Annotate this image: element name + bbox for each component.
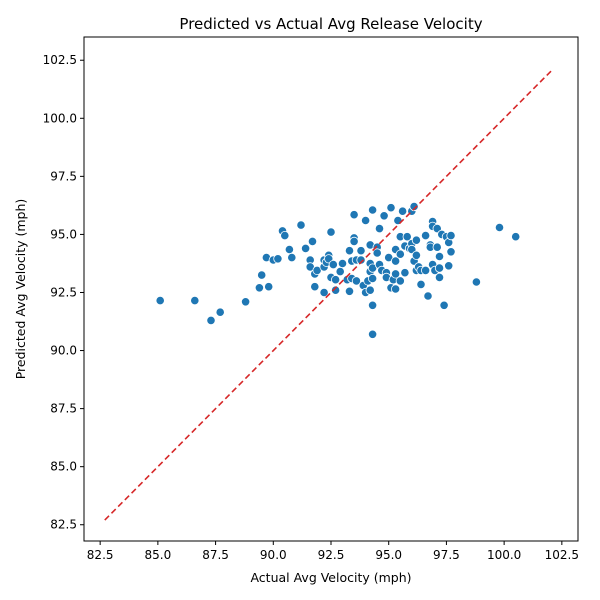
y-tick-label: 87.5 (50, 402, 77, 416)
x-tick-label: 102.5 (545, 548, 579, 562)
data-point (390, 256, 401, 266)
data-point (367, 329, 378, 339)
data-point (287, 253, 297, 263)
data-point (379, 211, 389, 221)
y-tick-label: 95.0 (50, 227, 77, 241)
data-point (284, 244, 294, 255)
y-tick-label: 97.5 (50, 169, 77, 183)
data-point (257, 270, 267, 280)
x-axis: 82.5 85.0 87.5 90.0 92.5 95.0 97.5 100.0 102.5 (87, 541, 579, 562)
data-point (395, 276, 405, 286)
data-point (374, 224, 385, 234)
data-point (264, 282, 274, 292)
x-tick-label: 100.0 (487, 548, 521, 562)
data-point (155, 295, 165, 306)
data-point (420, 265, 431, 275)
data-point (349, 236, 359, 246)
data-point (494, 222, 505, 233)
data-point (337, 258, 348, 269)
data-point (310, 282, 320, 292)
data-point (434, 272, 445, 282)
chart-title: Predicted vs Actual Avg Release Velocity (179, 15, 482, 33)
data-point (330, 285, 341, 295)
y-tick-label: 102.5 (43, 53, 77, 67)
data-point (335, 266, 345, 277)
data-point (326, 227, 336, 237)
data-point (367, 300, 378, 310)
x-tick-label: 97.5 (433, 548, 460, 562)
y-tick-label: 85.0 (50, 460, 77, 474)
data-point (393, 215, 403, 226)
data-point (307, 236, 318, 246)
data-point (344, 246, 355, 256)
data-point (432, 242, 442, 252)
data-point (471, 277, 481, 287)
data-point (367, 273, 378, 284)
data-point (434, 251, 445, 262)
data-point (206, 315, 216, 325)
data-point (367, 205, 378, 215)
data-point (215, 307, 225, 317)
y-axis-label: Predicted Avg Velocity (mph) (13, 199, 28, 380)
data-point (296, 220, 306, 230)
data-point (273, 254, 283, 264)
data-point (439, 300, 449, 310)
data-point (356, 255, 366, 265)
data-point (349, 210, 359, 220)
data-point (409, 201, 419, 212)
y-tick-label: 82.5 (50, 518, 77, 532)
data-point (511, 232, 521, 242)
data-point (423, 291, 433, 301)
data-point (241, 297, 251, 307)
y-tick-label: 92.5 (50, 285, 77, 299)
data-point (397, 206, 408, 216)
data-point (356, 246, 366, 256)
data-point (446, 247, 456, 257)
data-point (344, 286, 355, 296)
data-point (330, 275, 341, 285)
data-point (280, 231, 290, 241)
x-tick-label: 92.5 (318, 548, 345, 562)
data-point (386, 203, 396, 213)
x-tick-label: 95.0 (375, 548, 402, 562)
data-point (402, 232, 412, 242)
reference-line (104, 68, 554, 521)
data-point (351, 276, 361, 286)
x-tick-label: 90.0 (260, 548, 287, 562)
x-tick-label: 82.5 (87, 548, 114, 562)
data-point (411, 235, 421, 245)
data-point (411, 250, 421, 260)
data-point (365, 285, 375, 295)
data-point (300, 243, 311, 253)
data-point (416, 279, 426, 289)
points-layer (155, 201, 521, 339)
data-point (390, 284, 401, 294)
data-point (400, 268, 410, 278)
data-point (319, 287, 329, 298)
data-point (444, 261, 454, 271)
x-tick-label: 85.0 (145, 548, 172, 562)
data-point (420, 231, 431, 241)
x-axis-label: Actual Avg Velocity (mph) (250, 570, 411, 585)
y-tick-label: 90.0 (50, 344, 77, 358)
data-point (360, 215, 371, 226)
y-axis: 82.5 85.0 87.5 90.0 92.5 95.0 97.5 100.0 102.5 (43, 53, 84, 532)
y-tick-label: 100.0 (43, 111, 77, 125)
x-tick-label: 87.5 (202, 548, 229, 562)
data-point (434, 263, 445, 273)
data-point (446, 231, 456, 241)
data-point (395, 249, 405, 259)
data-point (190, 295, 200, 306)
data-point (390, 269, 401, 279)
data-point (372, 248, 382, 258)
data-point (328, 259, 338, 270)
plot-area (84, 37, 578, 541)
data-point (254, 283, 264, 293)
